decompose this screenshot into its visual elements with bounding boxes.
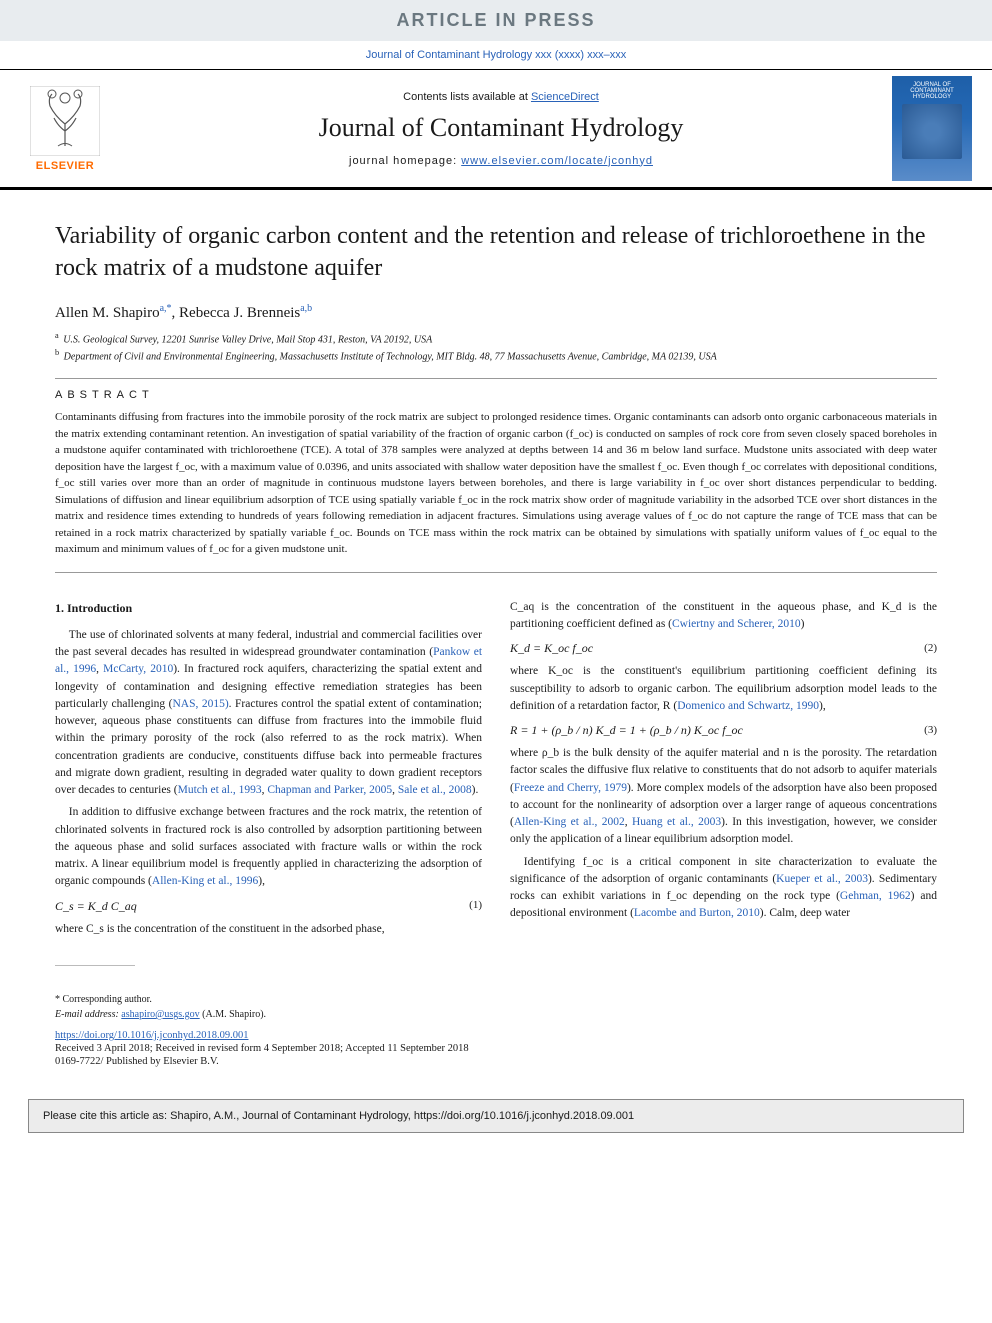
cite[interactable]: Freeze and Cherry, 1979 — [514, 782, 627, 794]
eq-body: C_s = K_d C_aq — [55, 897, 137, 915]
abstract-label: ABSTRACT — [55, 389, 937, 401]
cite-box: Please cite this article as: Shapiro, A.… — [28, 1099, 964, 1133]
equation-3: R = 1 + (ρ_b / n) K_d = 1 + (ρ_b / n) K_… — [510, 721, 937, 739]
tree-icon — [30, 86, 100, 156]
cite[interactable]: Mutch et al., 1993 — [178, 784, 262, 796]
equation-2: K_d = K_oc f_oc (2) — [510, 639, 937, 657]
para-2: In addition to diffusive exchange betwee… — [55, 804, 482, 890]
corresponding-note: * Corresponding author. — [55, 992, 937, 1007]
para-3: where C_s is the concentration of the co… — [55, 921, 482, 938]
para-r3: where ρ_b is the bulk density of the aqu… — [510, 745, 937, 849]
eq-num: (2) — [924, 640, 937, 657]
para-r4: Identifying f_oc is a critical component… — [510, 854, 937, 923]
issn-line: 0169-7722/ Published by Elsevier B.V. — [0, 1056, 992, 1085]
authors: Allen M. Shapiroa,*, Rebecca J. Brenneis… — [55, 303, 937, 322]
homepage-prefix: journal homepage: — [349, 155, 461, 167]
journal-header: ELSEVIER Contents lists available at Sci… — [0, 69, 992, 190]
footnote-rule — [55, 965, 135, 966]
sciencedirect-link[interactable]: ScienceDirect — [531, 91, 599, 103]
journal-title: Journal of Contaminant Hydrology — [128, 113, 874, 143]
received-line: Received 3 April 2018; Received in revis… — [0, 1043, 992, 1056]
affiliations: a U.S. Geological Survey, 12201 Sunrise … — [55, 330, 937, 365]
footnotes: * Corresponding author. E-mail address: … — [0, 992, 992, 1022]
email-link[interactable]: ashapiro@usgs.gov — [121, 1009, 199, 1020]
cite[interactable]: NAS, 2015) — [172, 698, 228, 710]
para-r1: C_aq is the concentration of the constit… — [510, 599, 937, 634]
para-1: The use of chlorinated solvents at many … — [55, 627, 482, 800]
cite[interactable]: Gehman, 1962 — [840, 890, 911, 902]
cite[interactable]: McCarty, 2010 — [103, 663, 173, 675]
homepage-line: journal homepage: www.elsevier.com/locat… — [128, 155, 874, 167]
section-heading-1: 1. Introduction — [55, 599, 482, 617]
divider — [55, 572, 937, 573]
eq-body: K_d = K_oc f_oc — [510, 639, 593, 657]
publisher-name: ELSEVIER — [36, 160, 94, 172]
body-columns: 1. Introduction The use of chlorinated s… — [55, 599, 937, 943]
article-title: Variability of organic carbon content an… — [55, 220, 937, 285]
doi-link[interactable]: https://doi.org/10.1016/j.jconhyd.2018.0… — [55, 1030, 248, 1041]
cite[interactable]: Allen-King et al., 2002 — [514, 816, 625, 828]
abstract-text: Contaminants diffusing from fractures in… — [55, 409, 937, 558]
affiliation-a: a U.S. Geological Survey, 12201 Sunrise … — [55, 330, 937, 347]
elsevier-logo: ELSEVIER — [20, 79, 110, 179]
divider — [55, 378, 937, 379]
contents-line: Contents lists available at ScienceDirec… — [128, 91, 874, 103]
cover-title: JOURNAL OF CONTAMINANT HYDROLOGY — [896, 82, 968, 100]
header-center: Contents lists available at ScienceDirec… — [128, 91, 874, 167]
journal-ref: Journal of Contaminant Hydrology xxx (xx… — [0, 41, 992, 69]
cite[interactable]: Sale et al., 2008 — [398, 784, 472, 796]
main-content: Variability of organic carbon content an… — [0, 190, 992, 992]
cite[interactable]: Allen-King et al., 1996 — [152, 875, 258, 887]
eq-body: R = 1 + (ρ_b / n) K_d = 1 + (ρ_b / n) K_… — [510, 721, 743, 739]
para-r2: where K_oc is the constituent's equilibr… — [510, 663, 937, 715]
doi-line: https://doi.org/10.1016/j.jconhyd.2018.0… — [0, 1022, 992, 1043]
column-right: C_aq is the concentration of the constit… — [510, 599, 937, 943]
eq-num: (1) — [469, 897, 482, 914]
equation-1: C_s = K_d C_aq (1) — [55, 897, 482, 915]
cite[interactable]: Chapman and Parker, 2005 — [267, 784, 392, 796]
affiliation-b: b Department of Civil and Environmental … — [55, 347, 937, 364]
cover-image — [902, 104, 962, 159]
eq-num: (3) — [924, 722, 937, 739]
email-line: E-mail address: ashapiro@usgs.gov (A.M. … — [55, 1007, 937, 1022]
journal-cover-thumb: JOURNAL OF CONTAMINANT HYDROLOGY — [892, 76, 972, 181]
column-left: 1. Introduction The use of chlorinated s… — [55, 599, 482, 943]
cite[interactable]: Cwiertny and Scherer, 2010 — [672, 618, 801, 630]
cite[interactable]: Lacombe and Burton, 2010 — [634, 907, 760, 919]
cite[interactable]: Kueper et al., 2003 — [776, 873, 868, 885]
homepage-link[interactable]: www.elsevier.com/locate/jconhyd — [461, 155, 653, 167]
cite[interactable]: Huang et al., 2003 — [632, 816, 721, 828]
contents-prefix: Contents lists available at — [403, 91, 531, 103]
article-in-press-banner: ARTICLE IN PRESS — [0, 0, 992, 41]
cite[interactable]: Domenico and Schwartz, 1990 — [677, 700, 819, 712]
